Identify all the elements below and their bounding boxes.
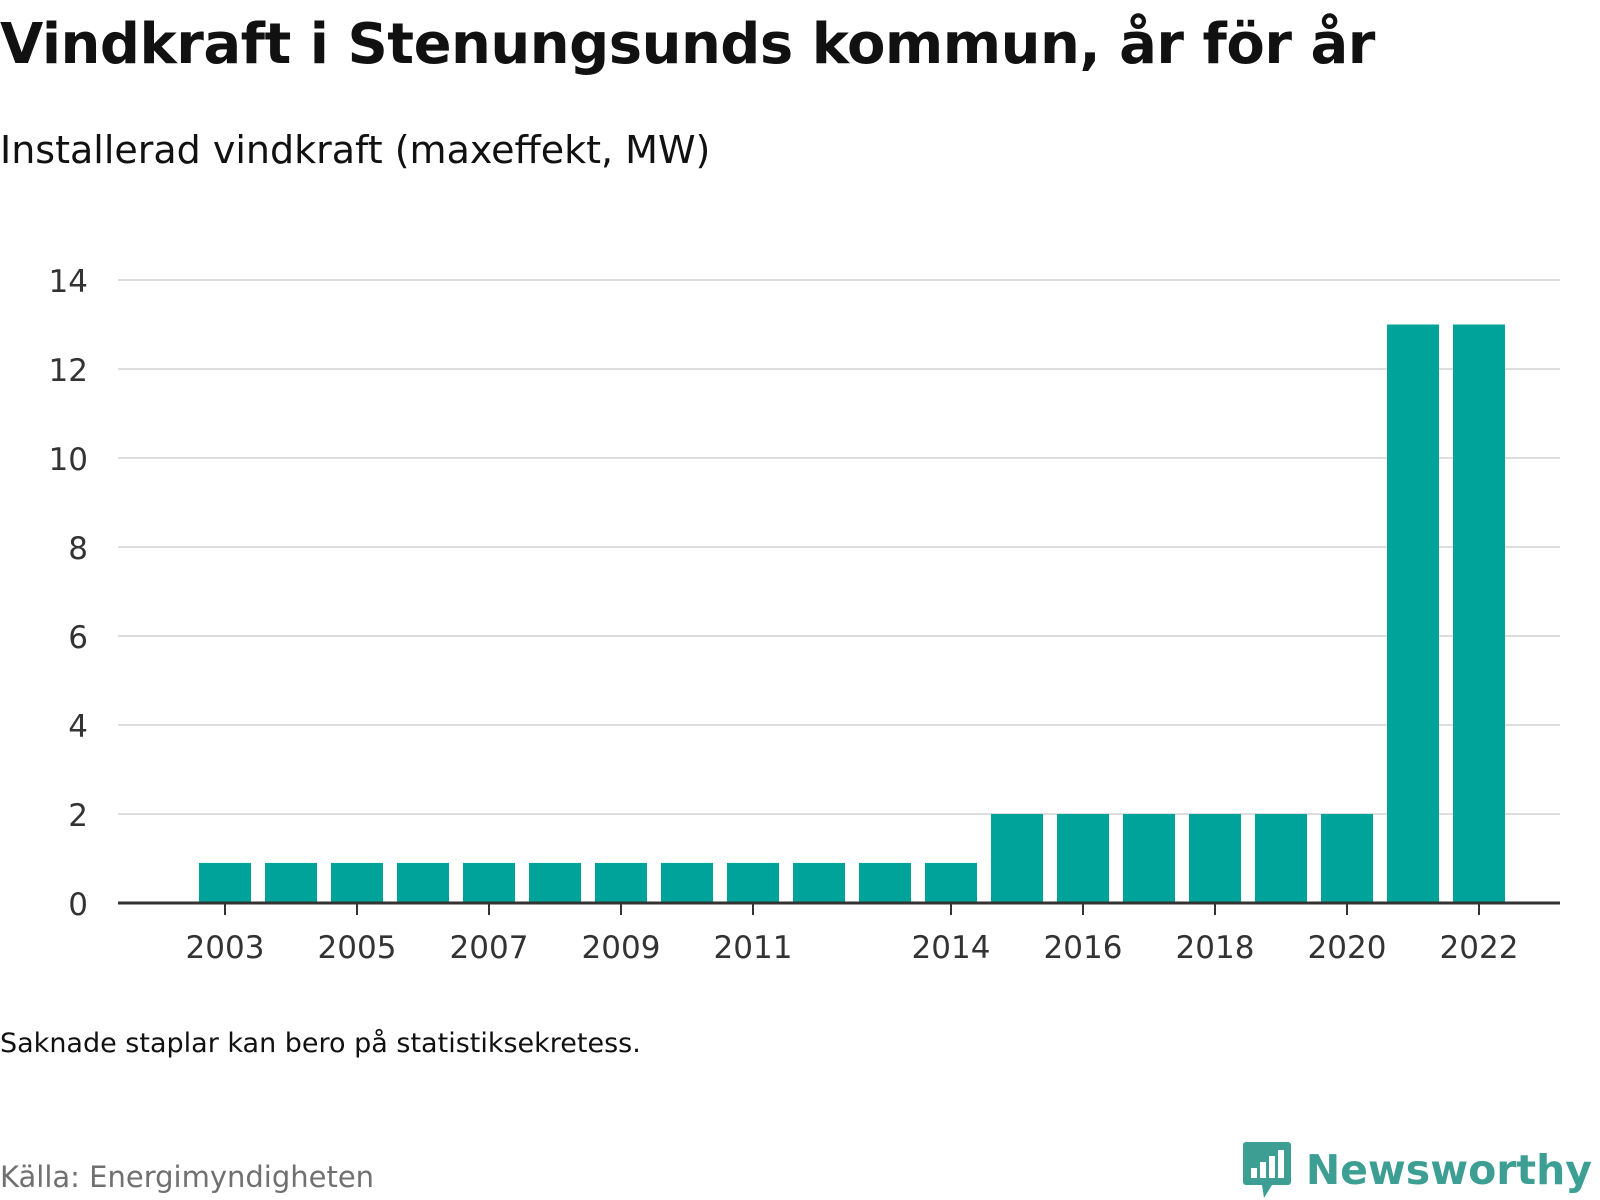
bar-2003 [199,862,251,903]
x-axis: 2003 2005 2007 2009 2011 2014 2016 2018 2020 2022 [118,901,1560,966]
bar-2022 [1453,324,1505,903]
bar-2015 [991,814,1043,903]
x-tick-label: 2011 [714,930,793,966]
bar-2014 [925,862,977,903]
x-tick-label: 2005 [318,930,397,966]
bar-2006 [397,862,449,903]
y-tick-label: 8 [68,531,88,567]
bar-2008 [529,862,581,903]
brand-name: Newsworthy [1305,1146,1592,1194]
brand-logo: Newsworthy [1242,1140,1592,1200]
bar-2016 [1057,814,1109,903]
bar-2010 [661,862,713,903]
chart-subtitle: Installerad vindkraft (maxeffekt, MW) [0,128,711,172]
x-tick-label: 2022 [1440,930,1519,966]
gridlines [118,279,1560,815]
y-tick-label: 0 [68,887,88,923]
bar-2013 [859,862,911,903]
footnote: Saknade staplar kan bero på statistiksek… [0,1028,641,1059]
bar-2019 [1255,814,1307,903]
y-tick-label: 12 [49,353,88,389]
x-tick-label: 2020 [1308,930,1387,966]
y-tick-label: 10 [49,442,88,478]
bar-2005 [331,862,383,903]
bar-2018 [1189,814,1241,903]
bar-2007 [463,862,515,903]
bar-2009 [595,862,647,903]
y-tick-label: 14 [49,264,88,300]
bars [199,324,1505,903]
chart-title: Vindkraft i Stenungsunds kommun, år för … [0,12,1375,77]
bar-2011 [727,862,779,903]
x-tick-label: 2007 [450,930,529,966]
y-tick-label: 6 [68,620,88,656]
bar-2020 [1321,814,1373,903]
bar-2004 [265,862,317,903]
x-tick-label: 2016 [1044,930,1123,966]
newsworthy-logo-icon [1242,1142,1291,1198]
bar-2021 [1387,324,1439,903]
x-tick-label: 2003 [186,930,265,966]
source-credit: Källa: Energimyndigheten [0,1160,375,1194]
bar-2012 [793,862,845,903]
bar-2017 [1123,814,1175,903]
bar-chart: 0 2 4 6 8 10 12 14 2003 2005 2007 2009 2011 2014 2016… [49,264,1560,966]
y-tick-label: 2 [68,798,88,834]
x-tick-label: 2018 [1176,930,1255,966]
x-tick-label: 2014 [912,930,991,966]
y-axis-ticks: 0 2 4 6 8 10 12 14 [49,264,88,923]
y-tick-label: 4 [68,709,88,745]
x-tick-label: 2009 [582,930,661,966]
